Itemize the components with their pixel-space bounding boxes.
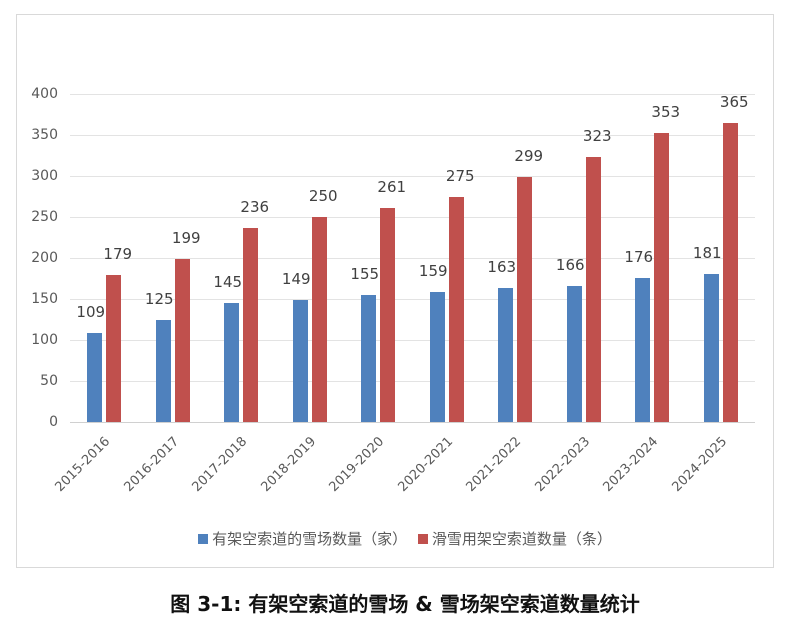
bar-ropeways [654, 132, 670, 422]
y-tick-label: 150 [31, 291, 58, 307]
data-label: 155 [350, 264, 380, 283]
data-label: 261 [377, 177, 407, 196]
bar-ropeways [243, 228, 259, 422]
gridline [70, 258, 755, 259]
data-label: 299 [514, 146, 544, 165]
legend-item-ropeways: 滑雪用架空索道数量（条） [417, 528, 612, 549]
gridline [70, 94, 755, 95]
data-label: 166 [555, 255, 585, 274]
data-label: 176 [624, 247, 654, 266]
y-tick-label: 0 [49, 414, 58, 430]
data-label: 181 [692, 243, 722, 262]
bar-ropeways [106, 275, 122, 422]
data-label: 275 [445, 166, 475, 185]
bar-ropeways [448, 196, 464, 422]
data-label: 159 [418, 261, 448, 280]
bar-ropeways [722, 122, 738, 422]
legend-swatch-blue [198, 533, 209, 544]
data-label: 365 [719, 92, 749, 111]
gridline [70, 340, 755, 341]
y-tick-label: 350 [31, 127, 58, 143]
legend-label: 滑雪用架空索道数量（条） [431, 530, 612, 548]
bar-ski-resorts [566, 285, 582, 422]
y-tick-label: 300 [31, 168, 58, 184]
bar-ropeways [517, 176, 533, 422]
bar-ski-resorts [361, 294, 377, 422]
bar-ropeways [311, 217, 327, 422]
legend: 有架空索道的雪场数量（家） 滑雪用架空索道数量（条） [0, 528, 810, 549]
gridline [70, 176, 755, 177]
y-tick-label: 400 [31, 86, 58, 102]
bar-ski-resorts [87, 332, 103, 422]
figure-caption: 图 3-1: 有架空索道的雪场 & 雪场架空索道数量统计 [170, 592, 640, 616]
data-label: 199 [171, 228, 201, 247]
y-tick-label: 50 [40, 373, 58, 389]
data-label: 145 [213, 273, 243, 292]
y-tick-label: 250 [31, 209, 58, 225]
legend-item-ski-resorts: 有架空索道的雪场数量（家） [198, 528, 407, 549]
bar-ski-resorts [703, 273, 719, 422]
bar-ski-resorts [498, 288, 514, 422]
data-label: 353 [651, 102, 681, 121]
data-label: 125 [144, 289, 174, 308]
legend-swatch-red [417, 533, 428, 544]
data-label: 149 [281, 269, 311, 288]
bar-ski-resorts [292, 299, 308, 422]
data-label: 179 [103, 245, 133, 264]
bar-ropeways [585, 157, 601, 422]
bar-ski-resorts [155, 319, 171, 422]
gridline [70, 422, 755, 423]
gridline [70, 217, 755, 218]
bar-ropeways [380, 207, 396, 422]
data-label: 250 [308, 187, 338, 205]
data-label: 163 [487, 258, 517, 277]
data-label: 323 [582, 127, 612, 146]
bar-ski-resorts [635, 277, 651, 422]
bar-ropeways [174, 258, 190, 422]
data-label: 109 [76, 302, 106, 321]
bar-ski-resorts [224, 303, 240, 422]
data-label: 236 [240, 198, 270, 217]
legend-label: 有架空索道的雪场数量（家） [212, 530, 408, 548]
bar-ski-resorts [429, 291, 445, 422]
y-tick-label: 100 [31, 332, 58, 348]
y-tick-label: 200 [31, 250, 58, 266]
gridline [70, 299, 755, 300]
gridline [70, 135, 755, 136]
gridline [70, 381, 755, 382]
